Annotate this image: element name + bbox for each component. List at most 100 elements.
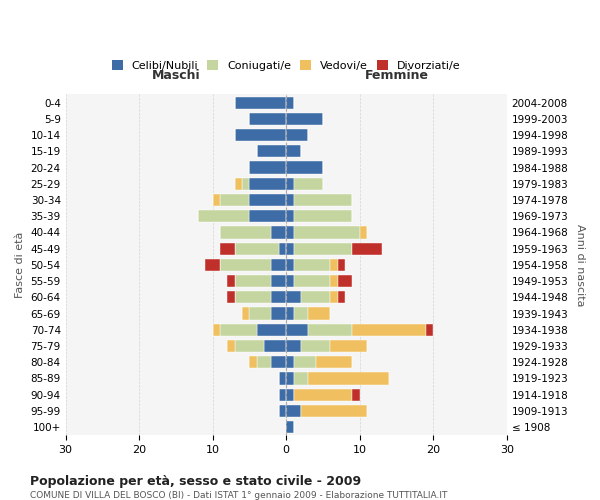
Bar [227,275,235,287]
Bar [250,162,286,173]
Bar [250,113,286,125]
Bar [338,275,352,287]
Bar [286,308,293,320]
Bar [286,113,323,125]
Bar [198,210,250,222]
Bar [293,210,352,222]
Bar [227,292,235,304]
Bar [286,210,293,222]
Bar [352,324,426,336]
Bar [235,275,271,287]
Text: Maschi: Maschi [152,68,200,82]
Bar [308,308,331,320]
Bar [338,259,345,271]
Bar [271,259,286,271]
Bar [220,226,271,238]
Text: COMUNE DI VILLA DEL BOSCO (BI) - Dati ISTAT 1° gennaio 2009 - Elaborazione TUTTI: COMUNE DI VILLA DEL BOSCO (BI) - Dati IS… [30,490,448,500]
Y-axis label: Fasce di età: Fasce di età [15,232,25,298]
Bar [220,259,271,271]
Bar [235,96,286,108]
Bar [250,356,257,368]
Bar [293,275,331,287]
Bar [286,178,293,190]
Bar [205,259,220,271]
Bar [286,405,301,417]
Bar [426,324,433,336]
Bar [286,372,293,384]
Bar [301,405,367,417]
Bar [257,145,286,158]
Bar [286,292,301,304]
Bar [271,356,286,368]
Legend: Celibi/Nubili, Coniugati/e, Vedovi/e, Divorziati/e: Celibi/Nubili, Coniugati/e, Vedovi/e, Di… [107,56,465,76]
Bar [331,340,367,352]
Bar [352,242,382,254]
Bar [331,259,338,271]
Bar [279,242,286,254]
Bar [220,324,257,336]
Y-axis label: Anni di nascita: Anni di nascita [575,224,585,306]
Bar [301,292,331,304]
Bar [293,194,352,206]
Bar [286,275,293,287]
Bar [220,242,235,254]
Bar [279,372,286,384]
Bar [235,242,279,254]
Bar [235,292,271,304]
Bar [212,324,220,336]
Bar [235,340,264,352]
Bar [250,210,286,222]
Bar [271,275,286,287]
Bar [360,226,367,238]
Bar [352,388,360,401]
Bar [286,194,293,206]
Bar [271,308,286,320]
Bar [257,324,286,336]
Bar [293,356,316,368]
Bar [212,194,220,206]
Text: Popolazione per età, sesso e stato civile - 2009: Popolazione per età, sesso e stato civil… [30,475,361,488]
Bar [227,340,235,352]
Bar [293,242,352,254]
Bar [293,372,308,384]
Bar [279,388,286,401]
Bar [250,308,271,320]
Bar [293,226,360,238]
Bar [308,324,352,336]
Bar [293,178,323,190]
Bar [338,292,345,304]
Bar [279,405,286,417]
Bar [331,275,338,287]
Bar [286,356,293,368]
Bar [293,259,331,271]
Bar [242,178,250,190]
Bar [235,178,242,190]
Bar [235,129,286,141]
Bar [286,324,308,336]
Bar [293,308,308,320]
Bar [220,194,250,206]
Bar [316,356,352,368]
Bar [286,129,308,141]
Bar [257,356,271,368]
Bar [250,178,286,190]
Bar [264,340,286,352]
Bar [286,259,293,271]
Bar [286,226,293,238]
Bar [286,242,293,254]
Bar [301,340,331,352]
Bar [242,308,250,320]
Bar [250,194,286,206]
Bar [308,372,389,384]
Bar [271,292,286,304]
Bar [286,162,323,173]
Bar [286,145,301,158]
Bar [293,388,352,401]
Bar [286,340,301,352]
Text: Femmine: Femmine [364,68,428,82]
Bar [331,292,338,304]
Bar [271,226,286,238]
Bar [286,421,293,433]
Bar [286,388,293,401]
Bar [286,96,293,108]
